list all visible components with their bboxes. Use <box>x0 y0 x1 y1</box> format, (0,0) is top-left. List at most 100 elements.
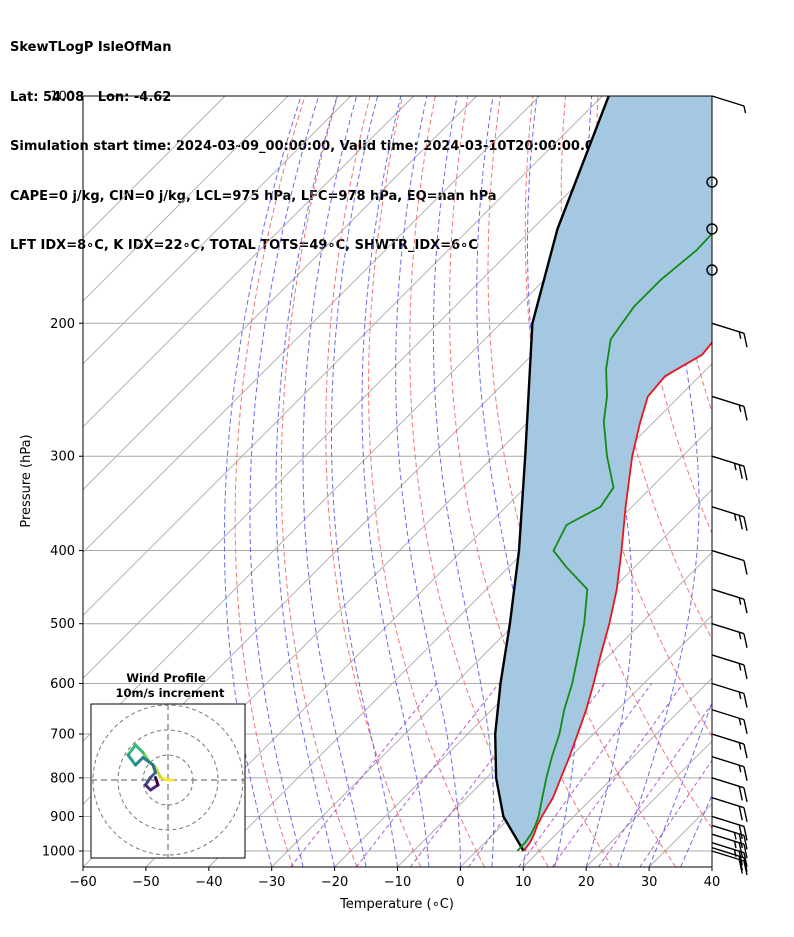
isotherm-line <box>83 96 477 491</box>
wind-barb-calm <box>706 264 718 276</box>
y-axis-label: Pressure (hPa) <box>19 434 34 527</box>
mixing-ratio-line <box>518 683 653 867</box>
wind-barb-flag <box>738 515 743 530</box>
hodograph-segment <box>149 783 160 792</box>
hodograph-segment <box>141 756 155 767</box>
wind-barb-flag <box>743 406 748 421</box>
y-tick-label: 200 <box>50 317 75 332</box>
isotherm-line <box>83 96 415 428</box>
wind-barb <box>711 623 748 648</box>
title-latlon: Lat: 54.08 Lon: -4.62 <box>10 89 172 105</box>
x-axis-label: Temperature (∘C) <box>339 897 454 912</box>
isotherm-line <box>83 96 352 365</box>
wind-barb-flag <box>738 851 743 866</box>
wind-barb-shaft <box>711 842 745 854</box>
mixing-ratio-line <box>355 683 500 867</box>
wind-barb <box>711 322 748 348</box>
x-tick-label: 10 <box>515 875 532 890</box>
isotherm-line <box>83 96 540 554</box>
instability-shading <box>495 96 712 851</box>
wind-barb-flag <box>743 844 748 859</box>
y-tick-label: 400 <box>50 544 75 559</box>
wind-barb-flag <box>743 807 748 822</box>
wind-barb-shaft <box>711 777 745 789</box>
hodograph-segment <box>126 743 137 757</box>
wind-barb-shaft <box>711 588 745 600</box>
x-tick-label: −10 <box>384 875 411 890</box>
wind-barb-shaft <box>711 847 745 859</box>
moist-adiabat <box>302 96 367 867</box>
x-tick-label: 40 <box>704 875 721 890</box>
wind-barb-calm <box>706 223 718 235</box>
moist-adiabat <box>476 96 533 867</box>
y-tick-label: 500 <box>50 617 75 632</box>
wind-barb <box>711 709 748 734</box>
dry-adiabat <box>280 96 358 867</box>
wind-barb-flag <box>743 826 748 841</box>
wind-barb <box>711 682 748 708</box>
wind-barb <box>706 264 718 276</box>
moist-adiabat <box>617 96 700 867</box>
wind-barb-flag <box>738 806 743 821</box>
wind-barb-flag <box>738 842 743 857</box>
wind-barb-flag <box>743 743 748 759</box>
wind-barb-shaft <box>711 455 745 467</box>
wind-barb-shaft <box>711 756 745 768</box>
y-tick-label: 100 <box>50 90 75 105</box>
wind-barb-halfflag <box>738 765 742 773</box>
wind-barb-shaft <box>711 709 745 721</box>
wind-barb <box>711 95 747 114</box>
wind-barb-flag <box>743 766 748 781</box>
moist-adiabat <box>249 96 320 867</box>
wind-barb-halfflag <box>733 513 737 521</box>
x-tick-label: −40 <box>195 875 222 890</box>
title-station: SkewTLogP IsleOfMan <box>10 40 172 55</box>
moist-adiabat <box>648 700 712 867</box>
wind-barb <box>711 549 748 575</box>
wind-barb <box>711 506 748 531</box>
wind-barb-halfflag <box>738 331 742 339</box>
isotherm-line <box>460 614 712 867</box>
dry-adiabat <box>662 96 712 414</box>
moist-adiabat <box>331 96 398 867</box>
wind-barb-shaft <box>711 815 745 828</box>
wind-barb-halfflag <box>738 691 742 700</box>
moist-adiabat <box>223 96 302 867</box>
dry-adiabat <box>761 96 794 867</box>
hodograph-segment <box>144 776 152 787</box>
wind-barb-shaft <box>711 682 745 695</box>
wind-barb-halfflag <box>738 404 742 413</box>
wind-barb-flag <box>743 835 748 850</box>
wind-barb <box>711 815 748 841</box>
mixing-ratio-line <box>551 683 684 867</box>
wind-barb-shaft <box>711 824 745 837</box>
wind-barb-shaft <box>711 322 745 334</box>
axes: −60 −50 −40 −30 −20 −10 0 10 20 30 40 100 200 300 400 5… <box>42 90 720 891</box>
wind-barb-halfflag <box>738 742 742 750</box>
wind-barb-flag <box>743 633 748 648</box>
wind-barb-halfflag <box>733 841 737 849</box>
mixing-ratio-line <box>290 683 438 867</box>
wind-barb-halfflag <box>738 632 742 640</box>
wind-barb-shaft <box>711 395 745 408</box>
wind-barb-flag <box>743 860 748 876</box>
moist-adiabat <box>711 865 712 867</box>
isotherm-line <box>522 677 712 867</box>
hodograph-segment <box>154 766 162 779</box>
wind-barb-halfflag <box>738 718 742 726</box>
wind-barb <box>711 777 748 802</box>
y-tick-label: 900 <box>50 810 75 825</box>
isotherm-line <box>83 96 226 239</box>
x-tick-label: −20 <box>321 875 348 890</box>
profile-lines <box>493 96 712 852</box>
wind-barb <box>711 395 748 421</box>
temperature-profile-line <box>522 341 712 852</box>
wind-barb-halfflag <box>738 663 742 671</box>
title-indices-2: LFT IDX=8∘C, K IDX=22∘C, TOTAL TOTS=49∘C… <box>10 238 478 253</box>
wind-barbs <box>706 95 748 876</box>
wind-barb-shaft <box>711 833 745 845</box>
y-tick-label: 800 <box>50 771 75 786</box>
wind-barb-flag <box>738 833 743 849</box>
hodograph-segment <box>134 743 145 754</box>
